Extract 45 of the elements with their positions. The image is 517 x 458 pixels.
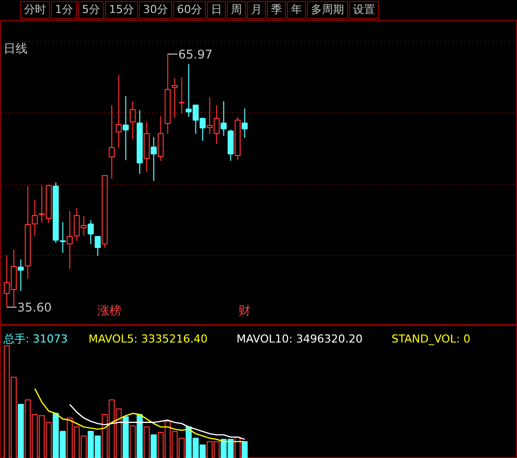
candlestick (136, 110, 143, 174)
candlestick (220, 100, 227, 136)
text: 5分 (78, 1, 104, 19)
text: 总手: 31073 (2, 332, 68, 346)
text: 日线 (4, 42, 28, 56)
candlestick (158, 116, 164, 162)
candlestick (18, 259, 24, 292)
candlestick (178, 76, 185, 114)
text: 周 (227, 1, 246, 19)
bar (130, 425, 136, 458)
candlestick (122, 96, 129, 161)
candlestick (116, 74, 122, 148)
candlestick (144, 122, 150, 172)
text: 季 (267, 1, 286, 19)
text: 设置 (349, 1, 379, 19)
bar (18, 404, 24, 458)
text: 分时 (20, 1, 50, 19)
annotation: 涨榜 (98, 304, 122, 318)
bar (234, 436, 241, 458)
text: 15分 (105, 1, 138, 19)
candlestick (60, 222, 66, 254)
candlestick (108, 104, 115, 180)
bar (150, 434, 157, 458)
text: 1分 (51, 1, 77, 19)
text: 日 (207, 1, 226, 19)
text: MAVOL10: 3496320.20 (236, 332, 363, 346)
annotation: 65.97 (178, 48, 213, 62)
bar (242, 441, 248, 458)
annotation: 35.60 (17, 300, 52, 315)
bar (122, 416, 129, 458)
text: 月 (247, 1, 266, 19)
text: 年 (287, 1, 306, 19)
bar (144, 426, 150, 458)
text: 多周期 (307, 1, 348, 19)
bar (136, 414, 143, 458)
candlestick (130, 100, 136, 140)
candlestick (242, 108, 248, 138)
text: 60分 (173, 1, 206, 19)
annotation: 财 (238, 304, 251, 318)
candlestick (164, 54, 171, 134)
text: MAVOL5: 3335216.40 (88, 332, 208, 346)
candlestick (150, 136, 157, 182)
text: STAND_VOL: 0 (392, 332, 470, 346)
text: 30分 (139, 1, 172, 19)
candlestick (172, 78, 178, 118)
